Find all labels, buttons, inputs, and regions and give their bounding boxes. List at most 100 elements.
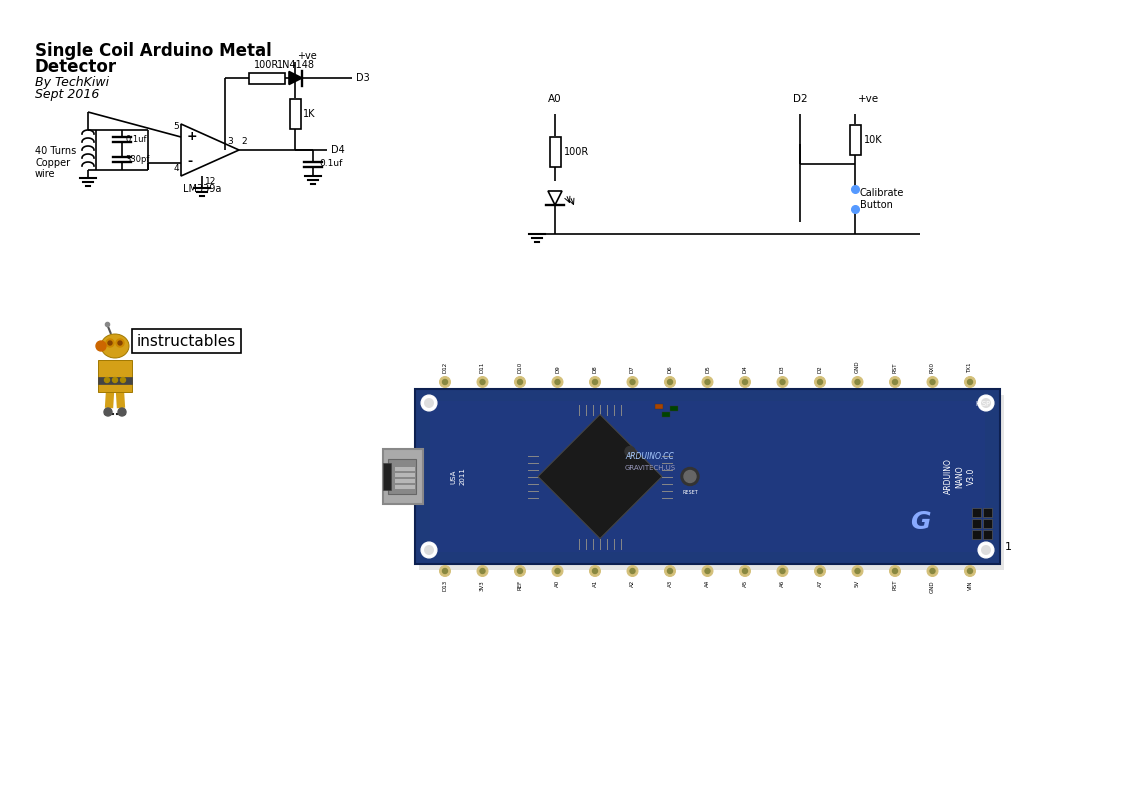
Text: 40 Turns
Copper
wire: 40 Turns Copper wire <box>35 146 76 179</box>
Text: +ve: +ve <box>296 51 317 61</box>
Polygon shape <box>538 414 661 538</box>
Bar <box>395 485 416 489</box>
Circle shape <box>590 376 601 387</box>
Text: D5: D5 <box>705 365 710 373</box>
Circle shape <box>514 565 526 576</box>
Circle shape <box>705 380 710 384</box>
Text: A0: A0 <box>548 94 562 104</box>
Text: D11: D11 <box>480 362 485 373</box>
Circle shape <box>480 569 485 573</box>
Bar <box>389 459 416 494</box>
Text: VIN: VIN <box>968 580 973 589</box>
Text: RESET: RESET <box>682 491 697 495</box>
Text: ICSP: ICSP <box>976 401 990 407</box>
Text: D4: D4 <box>331 145 345 155</box>
Text: D2: D2 <box>818 365 822 373</box>
Circle shape <box>120 377 126 383</box>
Text: A3: A3 <box>667 580 673 588</box>
Text: 12: 12 <box>206 178 217 187</box>
Circle shape <box>965 376 976 387</box>
Circle shape <box>424 545 433 555</box>
Bar <box>549 137 560 167</box>
Text: A1: A1 <box>593 580 597 588</box>
Circle shape <box>978 542 994 558</box>
Bar <box>416 389 999 564</box>
Text: D7: D7 <box>630 365 634 373</box>
Bar <box>98 377 133 384</box>
Circle shape <box>780 569 785 573</box>
Circle shape <box>555 380 560 384</box>
Circle shape <box>684 471 696 483</box>
Text: G: G <box>910 510 930 534</box>
Text: 1N4148: 1N4148 <box>277 60 314 70</box>
Circle shape <box>118 341 122 345</box>
Circle shape <box>439 565 450 576</box>
Text: 5V: 5V <box>855 580 860 588</box>
Text: -: - <box>188 156 192 168</box>
Bar <box>419 395 1004 570</box>
Text: D3: D3 <box>356 73 369 83</box>
Circle shape <box>118 408 126 416</box>
Text: 5: 5 <box>173 122 179 131</box>
Circle shape <box>104 377 110 383</box>
Circle shape <box>518 380 522 384</box>
Circle shape <box>439 376 450 387</box>
Circle shape <box>518 569 522 573</box>
Circle shape <box>424 398 433 408</box>
Circle shape <box>702 376 713 387</box>
Text: ARDUINO.CC: ARDUINO.CC <box>626 452 675 461</box>
Circle shape <box>978 395 994 411</box>
Text: Sept 2016: Sept 2016 <box>35 88 99 101</box>
Bar <box>395 473 416 477</box>
Circle shape <box>95 341 106 351</box>
Circle shape <box>777 565 788 576</box>
Text: 2011: 2011 <box>460 468 466 485</box>
Circle shape <box>665 565 676 576</box>
Circle shape <box>742 380 748 384</box>
Bar <box>849 125 860 155</box>
Circle shape <box>553 376 563 387</box>
Text: 330pf: 330pf <box>125 156 149 164</box>
Text: USA: USA <box>450 469 456 484</box>
Text: Calibrate
Button: Calibrate Button <box>860 188 904 210</box>
Circle shape <box>593 380 597 384</box>
Bar <box>395 467 416 471</box>
Text: By TechKiwi: By TechKiwi <box>35 76 109 89</box>
Circle shape <box>590 565 601 576</box>
Bar <box>395 479 416 483</box>
Circle shape <box>665 376 676 387</box>
Circle shape <box>852 376 862 387</box>
Text: D13: D13 <box>442 580 447 592</box>
Circle shape <box>421 395 437 411</box>
Text: 4: 4 <box>173 164 179 173</box>
Circle shape <box>630 569 634 573</box>
Text: D3: D3 <box>780 365 785 373</box>
Text: instructables: instructables <box>137 333 236 349</box>
Circle shape <box>926 376 938 387</box>
Text: D2: D2 <box>793 94 807 104</box>
Bar <box>983 519 992 528</box>
Circle shape <box>780 380 785 384</box>
Circle shape <box>968 380 973 384</box>
Text: Detector: Detector <box>35 58 117 76</box>
Circle shape <box>442 569 447 573</box>
Text: RX0: RX0 <box>930 362 935 373</box>
Circle shape <box>667 569 673 573</box>
Circle shape <box>627 565 638 576</box>
Circle shape <box>855 380 860 384</box>
Text: 1: 1 <box>1005 542 1012 552</box>
Circle shape <box>442 380 447 384</box>
Circle shape <box>705 569 710 573</box>
Circle shape <box>742 569 748 573</box>
Text: D12: D12 <box>442 362 447 373</box>
Text: GRAVITECH.US: GRAVITECH.US <box>624 465 676 472</box>
Text: A4: A4 <box>705 580 710 588</box>
Text: 1K: 1K <box>303 109 316 119</box>
Text: A5: A5 <box>742 580 748 588</box>
Circle shape <box>889 565 901 576</box>
Circle shape <box>852 565 862 576</box>
Circle shape <box>814 565 825 576</box>
Circle shape <box>889 376 901 387</box>
Bar <box>383 463 391 490</box>
Circle shape <box>480 380 485 384</box>
